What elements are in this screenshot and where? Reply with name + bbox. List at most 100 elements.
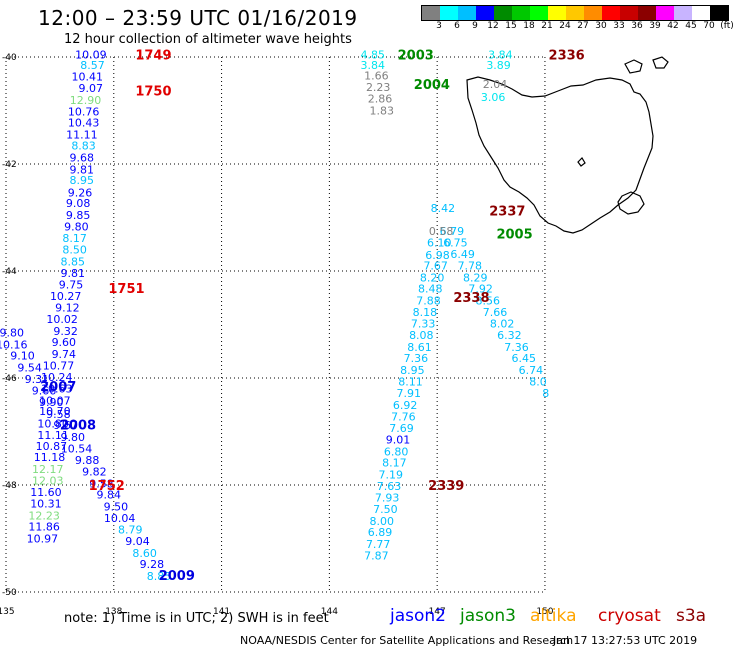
swh-value: 10.70 <box>39 405 71 418</box>
swh-value: 12.90 <box>70 94 102 107</box>
swh-value: 9.10 <box>10 350 35 363</box>
track-pass-label: 2009 <box>159 569 195 584</box>
swh-value: 10.41 <box>72 70 104 83</box>
swh-value: 6.45 <box>511 352 536 365</box>
latitude-tick-label: -42 <box>2 160 17 170</box>
longitude-tick-label: 138 <box>105 607 122 617</box>
swh-value: 8.17 <box>62 232 87 245</box>
legend-jason2: jason2 <box>390 606 446 626</box>
swh-value: 6.10 <box>427 237 452 250</box>
swh-value: 10.97 <box>27 533 59 546</box>
swh-value: 9.80 <box>0 327 24 340</box>
swh-value: 7.67 <box>423 260 448 273</box>
swh-value: 10.43 <box>68 116 100 129</box>
track-pass-label: 2008 <box>60 419 96 434</box>
swh-value: 10.16 <box>0 338 28 351</box>
legend-altika: altika <box>530 606 577 626</box>
swh-value: 10.02 <box>46 313 78 326</box>
swh-value: 8.61 <box>407 341 432 354</box>
color-scale-label: 12 <box>487 21 499 31</box>
swh-value: 6.75 <box>443 237 468 250</box>
swh-value: 8.95 <box>400 364 425 377</box>
swh-value: 8.08 <box>409 329 434 342</box>
swh-value: 11.18 <box>34 451 66 464</box>
track-pass-label: 2338 <box>453 291 489 306</box>
color-swatch <box>476 6 494 20</box>
swh-value: 6.74 <box>519 364 544 377</box>
swh-value: 9.54 <box>17 361 42 374</box>
swh-value: 2.23 <box>366 81 391 94</box>
swh-value: 8.00 <box>370 515 395 528</box>
swh-value: 12.17 <box>32 463 64 476</box>
track-pass-label: 1750 <box>135 85 171 100</box>
swh-value: 9.75 <box>59 278 84 291</box>
swh-value: 9.08 <box>66 197 91 210</box>
color-swatch <box>638 6 656 20</box>
swh-value: 9.80 <box>61 431 86 444</box>
color-swatch <box>692 6 710 20</box>
swh-value: 8.95 <box>70 174 95 187</box>
track-pass-label: 1749 <box>135 48 171 63</box>
swh-value: 11.86 <box>28 521 60 534</box>
swh-observations: 10.098.5710.419.0712.9010.7610.4311.118.… <box>0 48 549 583</box>
swh-value: 8.85 <box>61 255 86 268</box>
color-scale-label: 18 <box>523 21 535 31</box>
footnote: note: 1) Time is in UTC; 2) SWH is in fe… <box>64 611 329 626</box>
swh-value: 7.88 <box>416 294 441 307</box>
legend-s3a: s3a <box>676 606 707 626</box>
swh-value: 8.11 <box>398 376 423 389</box>
swh-value: 7.91 <box>396 387 421 400</box>
color-scale-label: (ft) <box>720 21 734 31</box>
track-pass-label: 1752 <box>89 479 125 494</box>
swh-value: 8.18 <box>413 306 438 319</box>
map-subtitle: 12 hour collection of altimeter wave hei… <box>64 32 352 47</box>
swh-value: 10.31 <box>30 498 62 511</box>
swh-value: 8.83 <box>71 139 96 152</box>
swh-value: 6.80 <box>384 445 409 458</box>
swh-value: 9.82 <box>82 466 107 479</box>
color-swatch <box>656 6 674 20</box>
swh-value: 8.02 <box>490 317 515 330</box>
map-title: 12:00 – 23:59 UTC 01/16/2019 <box>38 6 358 30</box>
swh-value: 10.87 <box>36 440 68 453</box>
swh-value: 8.57 <box>80 59 105 72</box>
color-scale-label: 70 <box>703 21 715 31</box>
swh-value: 6.98 <box>425 249 450 262</box>
swh-value: 7.76 <box>391 411 416 424</box>
swh-value: 8.85 <box>147 570 172 583</box>
track-pass-label: 2007 <box>40 380 76 395</box>
credit-line: NOAA/NESDIS Center for Satellite Applica… <box>240 634 574 647</box>
track-pass-label: 2336 <box>549 48 585 63</box>
swh-value: 4.85 <box>361 48 386 61</box>
swh-value: 11.60 <box>30 486 62 499</box>
color-swatch <box>620 6 638 20</box>
color-swatch <box>584 6 602 20</box>
color-scale-label: 36 <box>631 21 643 31</box>
swh-value: 10.27 <box>50 290 82 303</box>
longitude-tick-label: 150 <box>536 607 553 617</box>
swh-value: 3.06 <box>481 91 506 104</box>
swh-value: 9.50 <box>104 500 129 513</box>
color-swatch <box>458 6 476 20</box>
track-pass-label: 2004 <box>414 78 450 93</box>
color-swatch <box>548 6 566 20</box>
swh-value: 10.80 <box>37 417 69 430</box>
color-swatch <box>710 6 728 20</box>
swh-value: 7.36 <box>404 352 429 365</box>
latitude-tick-label: -48 <box>2 481 17 491</box>
swh-value: 7.36 <box>504 341 529 354</box>
swh-value: 8.48 <box>418 283 443 296</box>
swh-value: 9.84 <box>96 489 121 502</box>
swh-value: 10.63 <box>41 383 73 396</box>
swh-value: 9.81 <box>61 267 86 280</box>
track-pass-label: 2003 <box>398 48 434 63</box>
color-scale-label: 42 <box>667 21 679 31</box>
swh-value: 10.77 <box>43 360 75 373</box>
track-pass-label: 2005 <box>496 228 532 243</box>
generation-timestamp: Jan 17 13:27:53 UTC 2019 <box>553 634 698 647</box>
color-swatch <box>494 6 512 20</box>
swh-value: 7.63 <box>377 480 402 493</box>
track-pass-label: 1751 <box>108 282 144 297</box>
swh-value: 6.89 <box>368 526 393 539</box>
